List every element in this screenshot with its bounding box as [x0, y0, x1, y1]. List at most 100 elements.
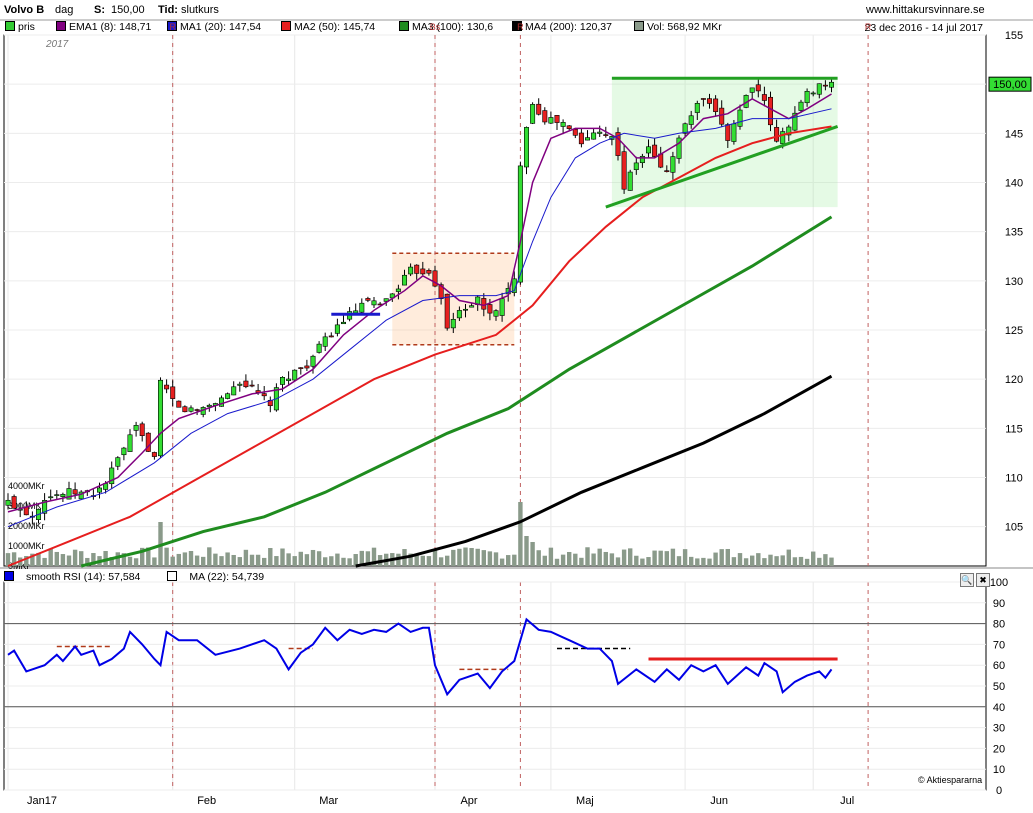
- candle-down: [719, 107, 725, 125]
- period-value[interactable]: dag: [55, 4, 74, 16]
- candle-up: [340, 321, 346, 325]
- candle-up: [371, 300, 377, 306]
- month-label: Mar: [319, 795, 338, 807]
- volume-bar: [335, 553, 340, 566]
- volume-bar: [414, 553, 419, 566]
- indicator-legend: pris EMA1 (8): 148,71 MA1 (20): 147,54 MA2 …: [2, 20, 987, 35]
- month-label: Apr: [460, 795, 477, 807]
- candle-down: [725, 124, 731, 141]
- volume-bar: [451, 549, 456, 566]
- candle-down: [706, 98, 712, 104]
- candle-up: [359, 302, 365, 313]
- trendline: [605, 125, 839, 209]
- s-value: 150,00: [111, 4, 145, 16]
- volume-bar: [725, 548, 730, 566]
- volume-bar: [286, 553, 291, 566]
- candle-up: [231, 386, 237, 396]
- legend-label: Vol: 568,92 MKr: [647, 21, 722, 33]
- volume-bar: [170, 556, 175, 566]
- candle-up: [334, 324, 340, 334]
- volume-bar: [573, 553, 578, 566]
- volume-bar: [255, 554, 261, 566]
- legend-label: MA1 (20): 147,54: [180, 21, 262, 33]
- candle-up: [792, 112, 798, 131]
- candle-up: [627, 171, 633, 191]
- price-tag-box: [988, 76, 1032, 92]
- legend-swatch-icon: [634, 21, 644, 31]
- volume-bar: [743, 558, 749, 566]
- rsi-ma-legend-item: MA (22): 54,739: [167, 571, 276, 583]
- candle-down: [414, 264, 420, 274]
- candle-up: [469, 305, 475, 308]
- candle-up: [828, 81, 834, 88]
- volume-bar: [628, 548, 633, 566]
- candle-down: [182, 406, 188, 413]
- candle-down: [578, 132, 584, 145]
- volume-tick-label: 2000MKr: [8, 521, 45, 531]
- volume-bar: [676, 556, 682, 566]
- rsi-legend: smooth RSI (14): 57,584 MA (22): 54,739: [4, 571, 288, 583]
- volume-bar: [60, 554, 66, 566]
- tid-value[interactable]: slutkurs: [181, 4, 219, 16]
- candle-down: [432, 270, 438, 287]
- candle-up: [682, 123, 688, 134]
- pattern-zone: [611, 78, 838, 208]
- volume-bar: [682, 549, 688, 566]
- volume-bar: [207, 547, 212, 566]
- candle-up: [54, 494, 60, 496]
- rsi-ma-legend-label: MA (22): 54,739: [189, 571, 265, 583]
- candle-down: [603, 134, 609, 136]
- site-url[interactable]: www.hittakursvinnare.se: [866, 4, 985, 16]
- volume-bar: [579, 557, 584, 566]
- volume-bar: [341, 557, 346, 566]
- candle-down: [566, 125, 572, 129]
- volume-bar: [487, 551, 493, 566]
- volume-bar: [109, 557, 114, 566]
- candle-up: [48, 496, 54, 499]
- volume-bar: [750, 555, 755, 566]
- volume-bar: [780, 555, 785, 566]
- candle-down: [304, 365, 310, 369]
- volume-bar: [493, 552, 499, 566]
- volume-bar: [689, 556, 694, 566]
- volume-bar: [756, 553, 761, 566]
- legend-item: MA4 (200): 120,37: [512, 21, 612, 33]
- candle-up: [401, 274, 407, 286]
- tid-label: Tid:: [158, 4, 178, 16]
- candle-down: [194, 409, 200, 411]
- volume-bar: [701, 557, 706, 566]
- candle-down: [151, 452, 157, 457]
- price-tick-label: 120: [1005, 374, 1023, 386]
- volume-bar: [469, 548, 474, 566]
- candle-up: [450, 318, 456, 329]
- rsi-tick-label: 30: [993, 723, 1005, 735]
- price-tick-label: 105: [1005, 522, 1023, 534]
- candle-up: [60, 493, 66, 498]
- year-label: 2017: [45, 39, 69, 50]
- ticker-name: Volvo B: [4, 4, 45, 16]
- rsi-tick-label: 20: [993, 743, 1005, 755]
- volume-bar: [249, 554, 255, 566]
- volume-bar: [36, 552, 41, 566]
- volume-bar: [133, 558, 139, 566]
- candle-up: [560, 122, 566, 127]
- candle-up: [798, 101, 804, 111]
- volume-bar: [140, 547, 145, 566]
- candle-up: [749, 87, 755, 93]
- candle-up: [316, 343, 322, 353]
- volume-bar: [359, 550, 364, 566]
- s-label: S:: [94, 4, 105, 16]
- candle-up: [115, 457, 121, 467]
- zoom-icon[interactable]: 🔍: [960, 573, 974, 587]
- ma-line: [7, 125, 832, 567]
- candle-up: [456, 310, 462, 319]
- candle-up: [530, 104, 536, 124]
- close-icon[interactable]: ✖: [976, 573, 990, 587]
- volume-bar: [30, 553, 35, 566]
- legend-swatch-icon: [512, 21, 522, 31]
- candle-up: [383, 298, 389, 302]
- candle-down: [572, 128, 578, 136]
- candle-up: [499, 298, 505, 316]
- volume-bar: [457, 548, 462, 566]
